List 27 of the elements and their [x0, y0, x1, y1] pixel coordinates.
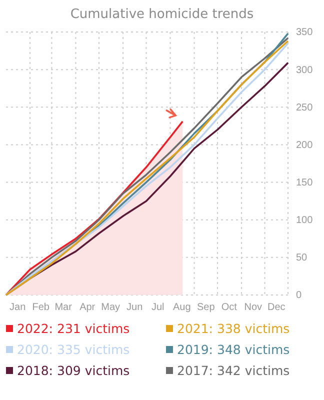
legend-label: 2018: 309 victims [17, 363, 130, 378]
x-tick-label: Apr [80, 302, 96, 314]
x-tick-label: Oct [221, 302, 238, 314]
x-tick-label: Dec [267, 302, 286, 314]
y-tick-label: 350 [296, 27, 314, 38]
chart-title: Cumulative homicide trends [70, 7, 254, 22]
y-tick-label: 150 [296, 177, 314, 188]
y-tick-label: 250 [296, 102, 314, 114]
legend-label: 2020: 335 victims [17, 342, 130, 357]
x-tick-label: May [101, 302, 120, 314]
legend-label: 2021: 338 victims [177, 321, 290, 336]
x-tick-label: Jul [151, 302, 164, 314]
y-tick-label: 200 [296, 140, 314, 151]
y-tick-label: 50 [296, 252, 308, 264]
x-tick-label: Jan [10, 302, 26, 314]
x-tick-label: Mar [54, 302, 73, 314]
legend-label: 2022: 231 victims [17, 321, 130, 336]
x-tick-label: Sep [196, 302, 216, 314]
legend-label: 2017: 342 victims [177, 363, 290, 378]
y-tick-label: 0 [296, 290, 302, 302]
x-tick-label: Jun [126, 302, 143, 314]
y-tick-label: 100 [296, 215, 314, 226]
legend-label: 2019: 348 victims [177, 342, 290, 357]
x-tick-label: Nov [244, 302, 262, 314]
y-tick-label: 300 [296, 64, 314, 76]
x-tick-label: Feb [32, 302, 50, 314]
x-tick-label: Aug [172, 302, 191, 314]
